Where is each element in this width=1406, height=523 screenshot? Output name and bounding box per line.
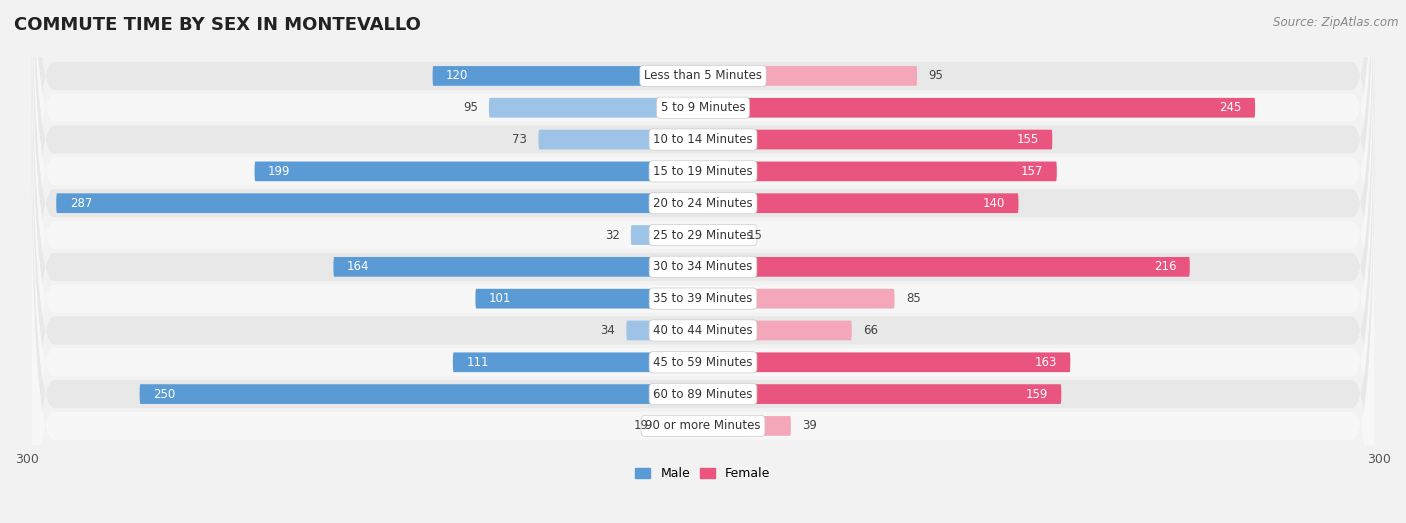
FancyBboxPatch shape [31,90,1375,523]
FancyBboxPatch shape [254,162,703,181]
Text: 199: 199 [269,165,291,178]
Text: COMMUTE TIME BY SEX IN MONTEVALLO: COMMUTE TIME BY SEX IN MONTEVALLO [14,16,420,33]
FancyBboxPatch shape [31,0,1375,475]
Text: 101: 101 [489,292,512,305]
FancyBboxPatch shape [631,225,703,245]
FancyBboxPatch shape [703,416,792,436]
FancyBboxPatch shape [703,384,1062,404]
FancyBboxPatch shape [627,321,703,340]
Text: 30 to 34 Minutes: 30 to 34 Minutes [654,260,752,274]
Text: 73: 73 [512,133,527,146]
FancyBboxPatch shape [31,0,1375,380]
FancyBboxPatch shape [703,130,1052,150]
FancyBboxPatch shape [703,353,1070,372]
FancyBboxPatch shape [489,98,703,118]
Text: 39: 39 [803,419,817,433]
FancyBboxPatch shape [453,353,703,372]
Text: 34: 34 [600,324,614,337]
FancyBboxPatch shape [31,0,1375,523]
Text: 140: 140 [983,197,1005,210]
Text: 95: 95 [463,101,478,114]
Text: Less than 5 Minutes: Less than 5 Minutes [644,70,762,83]
Text: 287: 287 [70,197,93,210]
FancyBboxPatch shape [139,384,703,404]
Text: 245: 245 [1219,101,1241,114]
Text: 25 to 29 Minutes: 25 to 29 Minutes [654,229,752,242]
Text: 35 to 39 Minutes: 35 to 39 Minutes [654,292,752,305]
Legend: Male, Female: Male, Female [630,462,776,485]
Text: 45 to 59 Minutes: 45 to 59 Minutes [654,356,752,369]
Text: 157: 157 [1021,165,1043,178]
FancyBboxPatch shape [333,257,703,277]
Text: 120: 120 [446,70,468,83]
FancyBboxPatch shape [31,26,1375,523]
FancyBboxPatch shape [475,289,703,309]
Text: 111: 111 [467,356,489,369]
Text: 164: 164 [347,260,370,274]
Text: 216: 216 [1154,260,1177,274]
Text: 159: 159 [1025,388,1047,401]
Text: 90 or more Minutes: 90 or more Minutes [645,419,761,433]
FancyBboxPatch shape [31,0,1375,523]
FancyBboxPatch shape [703,98,1256,118]
Text: 250: 250 [153,388,176,401]
Text: Source: ZipAtlas.com: Source: ZipAtlas.com [1274,16,1399,29]
Text: 15: 15 [748,229,763,242]
Text: 10 to 14 Minutes: 10 to 14 Minutes [654,133,752,146]
Text: 19: 19 [634,419,650,433]
Text: 20 to 24 Minutes: 20 to 24 Minutes [654,197,752,210]
FancyBboxPatch shape [31,58,1375,523]
FancyBboxPatch shape [433,66,703,86]
FancyBboxPatch shape [31,0,1375,523]
Text: 15 to 19 Minutes: 15 to 19 Minutes [654,165,752,178]
FancyBboxPatch shape [703,162,1057,181]
Text: 40 to 44 Minutes: 40 to 44 Minutes [654,324,752,337]
FancyBboxPatch shape [56,194,703,213]
FancyBboxPatch shape [703,66,917,86]
FancyBboxPatch shape [538,130,703,150]
Text: 32: 32 [605,229,620,242]
FancyBboxPatch shape [703,194,1018,213]
FancyBboxPatch shape [31,0,1375,507]
Text: 155: 155 [1017,133,1039,146]
FancyBboxPatch shape [703,225,737,245]
FancyBboxPatch shape [703,289,894,309]
FancyBboxPatch shape [703,257,1189,277]
Text: 66: 66 [863,324,877,337]
FancyBboxPatch shape [31,0,1375,412]
Text: 163: 163 [1035,356,1057,369]
FancyBboxPatch shape [31,0,1375,444]
Text: 85: 85 [905,292,921,305]
Text: 5 to 9 Minutes: 5 to 9 Minutes [661,101,745,114]
FancyBboxPatch shape [703,321,852,340]
FancyBboxPatch shape [31,122,1375,523]
Text: 95: 95 [928,70,943,83]
FancyBboxPatch shape [661,416,703,436]
Text: 60 to 89 Minutes: 60 to 89 Minutes [654,388,752,401]
